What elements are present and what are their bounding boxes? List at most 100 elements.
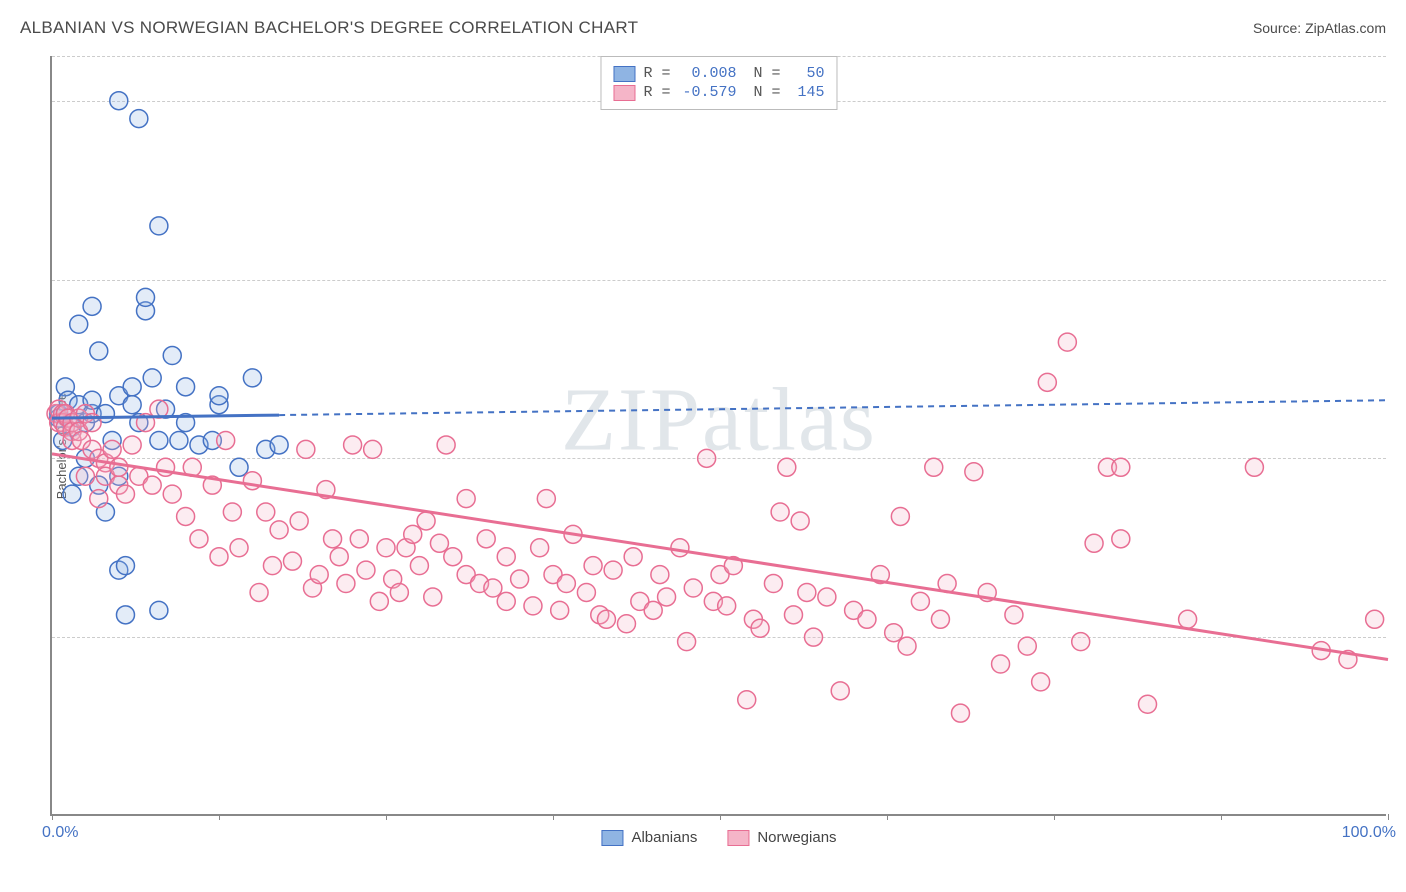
series-legend: Albanians Norwegians — [601, 829, 836, 846]
data-point — [1038, 373, 1056, 391]
data-point — [357, 561, 375, 579]
data-point — [270, 436, 288, 454]
data-point — [170, 431, 188, 449]
data-point — [831, 682, 849, 700]
legend-label-albanians: Albanians — [631, 829, 697, 846]
data-point — [818, 588, 836, 606]
y-tick-label: 40.0% — [1396, 449, 1406, 467]
data-point — [417, 512, 435, 530]
data-point — [531, 539, 549, 557]
data-point — [103, 440, 121, 458]
data-point — [424, 588, 442, 606]
data-point — [1112, 530, 1130, 548]
legend-label-norwegians: Norwegians — [757, 829, 836, 846]
data-point — [931, 610, 949, 628]
data-point — [364, 440, 382, 458]
data-point — [76, 467, 94, 485]
data-point — [110, 458, 128, 476]
data-point — [1366, 610, 1384, 628]
data-point — [891, 507, 909, 525]
data-point — [250, 583, 268, 601]
x-tick-right: 100.0% — [1342, 824, 1396, 842]
data-point — [437, 436, 455, 454]
data-point — [651, 566, 669, 584]
data-point — [163, 347, 181, 365]
data-point — [1085, 534, 1103, 552]
data-point — [751, 619, 769, 637]
x-tick-mark — [1388, 814, 1389, 820]
y-tick-label: 80.0% — [1396, 92, 1406, 110]
data-point — [1058, 333, 1076, 351]
data-point — [390, 583, 408, 601]
data-point — [457, 490, 475, 508]
data-point — [1032, 673, 1050, 691]
data-point — [217, 431, 235, 449]
data-point — [230, 539, 248, 557]
data-point — [497, 548, 515, 566]
data-point — [116, 485, 134, 503]
source-label: Source: ZipAtlas.com — [1253, 20, 1386, 36]
data-point — [90, 490, 108, 508]
data-point — [123, 396, 141, 414]
data-point — [190, 530, 208, 548]
data-point — [110, 92, 128, 110]
data-point — [344, 436, 362, 454]
data-point — [805, 628, 823, 646]
data-point — [297, 440, 315, 458]
data-point — [70, 315, 88, 333]
y-tick-label: 60.0% — [1396, 271, 1406, 289]
data-point — [130, 110, 148, 128]
trend-line-solid — [52, 454, 1388, 660]
data-point — [430, 534, 448, 552]
data-point — [330, 548, 348, 566]
data-point — [90, 342, 108, 360]
data-point — [965, 463, 983, 481]
data-point — [537, 490, 555, 508]
data-point — [524, 597, 542, 615]
data-point — [223, 503, 241, 521]
data-point — [551, 601, 569, 619]
data-point — [678, 633, 696, 651]
data-point — [337, 575, 355, 593]
data-point — [404, 525, 422, 543]
legend-item-norwegians: Norwegians — [727, 829, 836, 846]
legend-swatch-norwegians — [727, 830, 749, 846]
data-point — [150, 601, 168, 619]
data-point — [410, 557, 428, 575]
data-point — [243, 369, 261, 387]
data-point — [290, 512, 308, 530]
data-point — [143, 369, 161, 387]
data-point — [577, 583, 595, 601]
data-point — [230, 458, 248, 476]
data-point — [150, 217, 168, 235]
data-point — [370, 592, 388, 610]
data-point — [63, 485, 81, 503]
data-point — [557, 575, 575, 593]
data-point — [584, 557, 602, 575]
data-point — [718, 597, 736, 615]
data-point — [123, 378, 141, 396]
x-tick-left: 0.0% — [42, 824, 78, 842]
data-point — [698, 449, 716, 467]
data-point — [684, 579, 702, 597]
chart-header: ALBANIAN VS NORWEGIAN BACHELOR'S DEGREE … — [20, 18, 1386, 38]
data-point — [1245, 458, 1263, 476]
data-point — [1112, 458, 1130, 476]
data-point — [83, 297, 101, 315]
data-point — [137, 288, 155, 306]
data-point — [1018, 637, 1036, 655]
data-point — [764, 575, 782, 593]
swatch-norwegians — [613, 85, 635, 101]
plot-area: ZIPatlas R = 0.008 N = 50 R = -0.579 N =… — [50, 56, 1386, 816]
data-point — [992, 655, 1010, 673]
data-point — [484, 579, 502, 597]
data-point — [477, 530, 495, 548]
data-point — [511, 570, 529, 588]
data-point — [885, 624, 903, 642]
data-point — [1005, 606, 1023, 624]
data-point — [1179, 610, 1197, 628]
data-point — [116, 557, 134, 575]
data-point — [617, 615, 635, 633]
scatter-svg — [52, 56, 1388, 816]
data-point — [597, 610, 615, 628]
